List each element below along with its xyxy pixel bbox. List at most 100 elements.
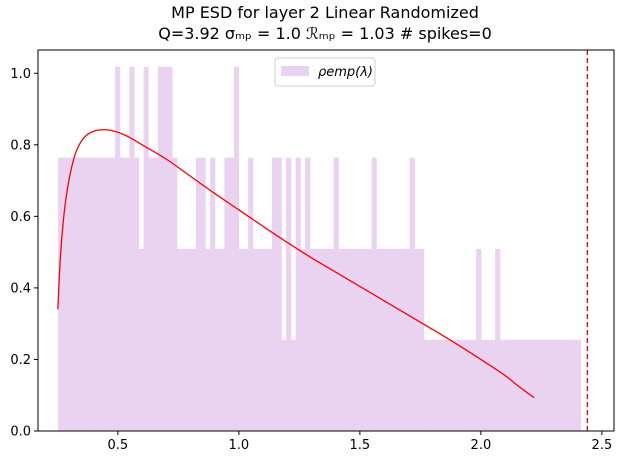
- histogram-bar: [575, 339, 582, 431]
- histogram-bar: [338, 248, 344, 431]
- histogram-bar: [452, 339, 458, 431]
- chart-title: MP ESD for layer 2 Linear Randomized: [171, 3, 479, 22]
- histogram-bar: [62, 157, 68, 431]
- histogram-bar: [428, 339, 434, 431]
- y-tick-label: 1.0: [10, 67, 31, 82]
- x-tick-label: 2.5: [592, 438, 613, 453]
- histogram-bar: [77, 157, 83, 431]
- y-tick-label: 0.0: [10, 425, 31, 440]
- x-tick-label: 1.5: [350, 438, 371, 453]
- histogram-bar: [276, 157, 282, 431]
- histogram-bar: [153, 157, 159, 431]
- histogram-bar: [186, 248, 192, 431]
- histogram-bar: [91, 157, 97, 431]
- histogram-bar: [281, 339, 287, 431]
- histogram-bar: [305, 157, 311, 431]
- legend-swatch: [281, 66, 309, 76]
- histogram-bar: [148, 157, 154, 431]
- histogram-bar: [438, 339, 444, 431]
- histogram-bar: [110, 157, 116, 431]
- x-tick-label: 0.5: [108, 438, 129, 453]
- histogram-bar: [143, 66, 149, 431]
- histogram-bar: [205, 248, 211, 431]
- histogram-bar: [476, 248, 482, 431]
- histogram-bar: [423, 339, 430, 431]
- histogram-bar: [347, 248, 354, 431]
- histogram-bar: [262, 248, 268, 431]
- histogram-bar: [395, 248, 401, 431]
- histogram-bar: [162, 66, 168, 431]
- histogram-bar: [556, 339, 563, 431]
- x-tick-label: 2.0: [471, 438, 492, 453]
- histogram-bar: [518, 339, 525, 431]
- histogram-bar: [385, 248, 392, 431]
- histogram-bar: [134, 157, 140, 431]
- histogram-bar: [309, 248, 316, 431]
- histogram-bar: [229, 157, 235, 431]
- histogram-bar: [542, 339, 548, 431]
- histogram-bar: [271, 157, 278, 431]
- histogram-bar: [81, 157, 87, 431]
- x-axis: 0.5 1.0 1.5 2.0 2.5: [108, 431, 613, 453]
- histogram-bar: [457, 339, 463, 431]
- histogram-bar: [295, 157, 301, 431]
- histogram-bar: [528, 339, 534, 431]
- legend: ρemp(λ): [274, 57, 376, 87]
- histogram-bar: [376, 248, 382, 431]
- x-tick-label: 1.0: [229, 438, 250, 453]
- histogram-bar: [290, 339, 297, 431]
- histogram-bar: [157, 66, 163, 431]
- histogram-bar: [219, 248, 225, 431]
- histogram-bar: [257, 248, 263, 431]
- histogram-bar: [480, 339, 487, 431]
- histogram-bar: [547, 339, 553, 431]
- histogram-bar: [243, 248, 249, 431]
- y-tick-label: 0.2: [10, 353, 31, 368]
- histogram-bar: [409, 157, 415, 431]
- histogram-bar: [58, 157, 64, 431]
- histogram-bar: [485, 339, 491, 431]
- chart-subtitle: Q=3.92 σₘₚ = 1.0 ℛₘₚ = 1.03 # spikes=0: [158, 24, 492, 43]
- histogram-bar: [571, 339, 577, 431]
- histogram-bar: [566, 339, 572, 431]
- histogram-bar: [195, 157, 202, 431]
- y-tick-label: 0.6: [10, 210, 31, 225]
- histogram-bar: [138, 248, 144, 431]
- histogram-bar: [319, 248, 325, 431]
- histogram-bar: [119, 157, 125, 431]
- histogram-bar: [352, 248, 358, 431]
- histogram-bar: [181, 248, 187, 431]
- histogram-bar: [176, 248, 183, 431]
- histogram-bar: [115, 66, 121, 431]
- histogram-bar: [419, 248, 425, 431]
- histogram-bar: [381, 248, 387, 431]
- histogram-bar: [333, 157, 339, 431]
- y-tick-label: 0.4: [10, 281, 31, 296]
- histogram-bar: [124, 157, 130, 431]
- histogram-bar: [286, 157, 292, 431]
- histogram-bar: [390, 248, 396, 431]
- histogram-bar: [495, 248, 501, 431]
- histogram-bar: [471, 339, 477, 431]
- histogram-bar: [72, 157, 78, 431]
- histogram-bar: [499, 339, 506, 431]
- histogram-bar: [537, 339, 544, 431]
- histogram-bar: [561, 339, 567, 431]
- histogram-bar: [233, 66, 240, 431]
- y-axis: 0.0 0.2 0.4 0.6 0.8 1.0: [10, 67, 38, 440]
- histogram-bar: [328, 248, 335, 431]
- histogram-bar: [252, 248, 259, 431]
- histogram-bar: [238, 248, 244, 431]
- histogram-bar: [504, 339, 510, 431]
- legend-box: [274, 57, 376, 87]
- histogram-bar: [67, 157, 73, 431]
- histogram-bar: [461, 339, 468, 431]
- histogram-bar: [86, 157, 92, 431]
- legend-label: ρemp(λ): [318, 65, 373, 80]
- histogram-bar: [433, 339, 439, 431]
- histogram-bar: [267, 248, 273, 431]
- histogram-bar: [466, 339, 472, 431]
- histogram-bar: [400, 248, 406, 431]
- histogram-bar: [167, 66, 173, 431]
